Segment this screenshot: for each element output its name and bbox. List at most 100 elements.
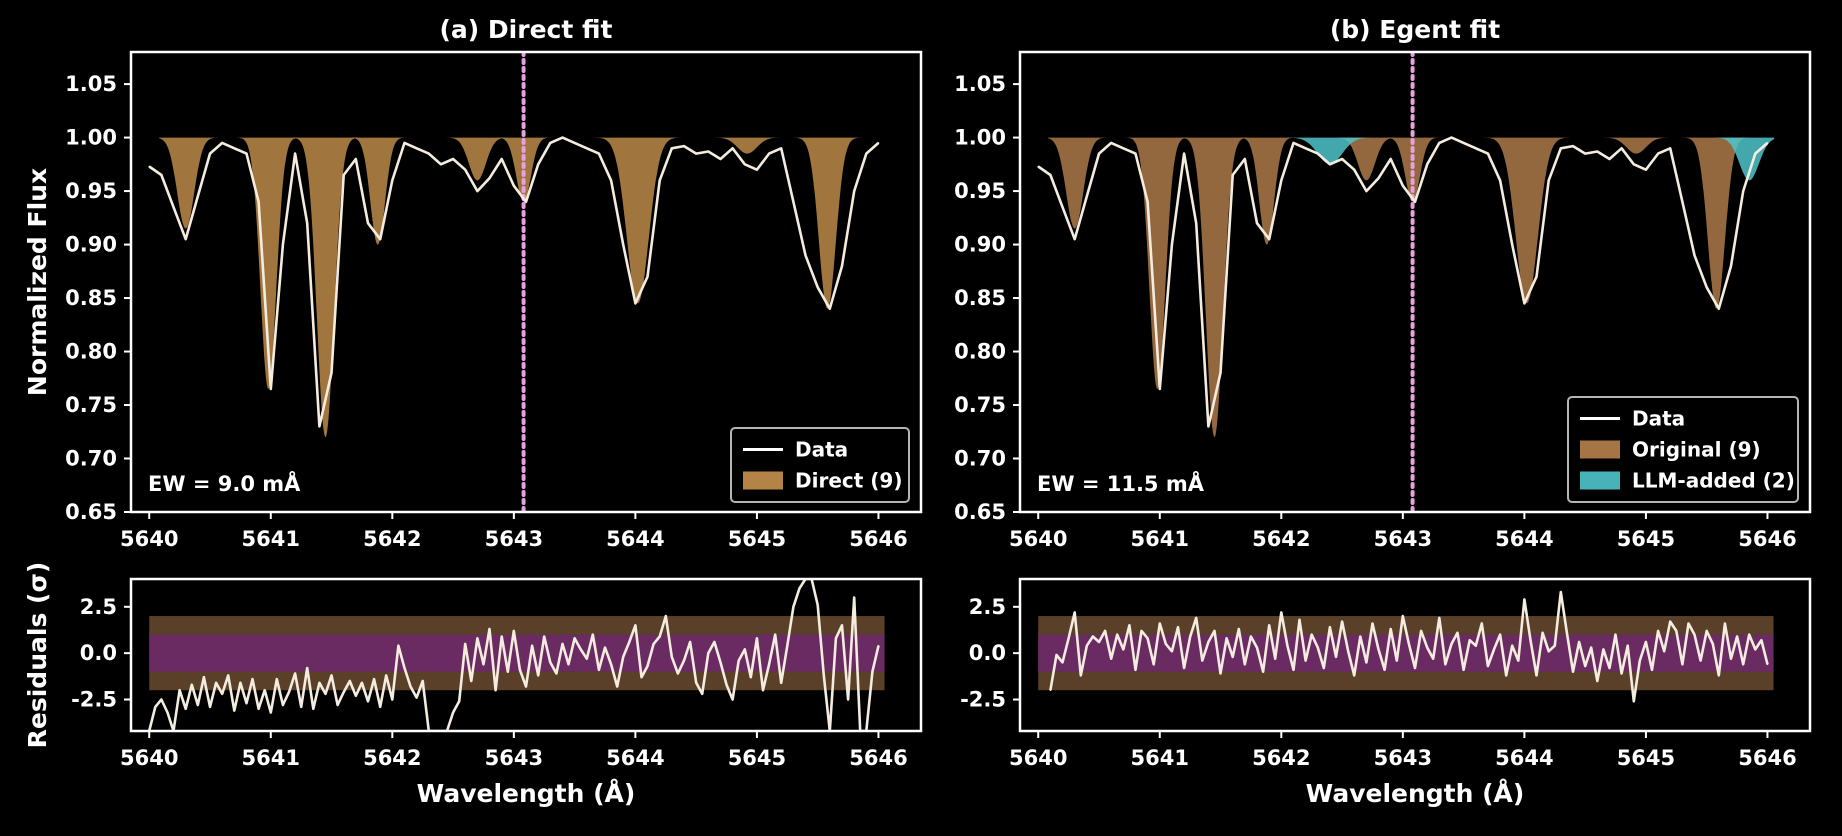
y-tick-label: 0.80 xyxy=(65,340,117,364)
data-point xyxy=(197,195,199,198)
data-point xyxy=(1104,630,1106,632)
data-point xyxy=(1742,190,1744,192)
data-point xyxy=(622,243,624,246)
data-point xyxy=(1098,152,1100,155)
data-point xyxy=(707,652,710,654)
data-point xyxy=(1705,630,1708,632)
x-axis-label: Wavelength (Å) xyxy=(417,779,636,808)
x-tick-label: 5644 xyxy=(1495,746,1553,770)
data-point xyxy=(1766,142,1769,144)
data-point xyxy=(148,165,150,168)
data-point xyxy=(1766,663,1769,666)
x-tick-label: 5642 xyxy=(363,527,421,551)
data-point xyxy=(263,689,266,691)
data-point xyxy=(1061,206,1064,208)
data-point xyxy=(1262,670,1264,673)
data-point xyxy=(1499,179,1501,182)
data-point xyxy=(671,147,673,150)
data-point xyxy=(464,643,467,645)
fit-component xyxy=(1047,137,1775,154)
data-point xyxy=(1712,643,1714,645)
data-point xyxy=(1669,620,1671,623)
data-point xyxy=(549,661,552,664)
data-point xyxy=(464,168,467,171)
data-point xyxy=(689,641,691,643)
data-point xyxy=(513,184,515,187)
data-point xyxy=(774,633,776,636)
data-point xyxy=(476,637,479,640)
data-point xyxy=(1529,639,1532,641)
data-point xyxy=(1663,650,1665,653)
data-point xyxy=(415,696,418,699)
data-point xyxy=(592,633,594,636)
data-point xyxy=(1535,275,1538,278)
fit-component xyxy=(158,137,886,154)
data-point xyxy=(1645,641,1647,643)
data-point xyxy=(1626,644,1629,647)
data-point xyxy=(640,676,643,678)
data-point xyxy=(342,174,345,176)
data-point xyxy=(1256,646,1258,649)
data-point xyxy=(586,147,588,150)
data-point xyxy=(1718,307,1720,310)
data-point xyxy=(877,644,880,647)
data-point xyxy=(1177,626,1179,628)
data-point xyxy=(1596,150,1599,153)
data-point xyxy=(792,606,795,608)
data-point xyxy=(573,637,576,640)
y-tick-label: 0.0 xyxy=(969,641,1006,665)
y-tick-label: 1.05 xyxy=(954,72,1006,96)
data-point xyxy=(184,708,187,710)
data-point xyxy=(519,669,521,671)
data-point xyxy=(719,661,722,664)
data-point xyxy=(579,648,582,651)
x-tick-label: 5643 xyxy=(1374,746,1432,770)
y-tick-label: -2.5 xyxy=(960,687,1006,711)
data-point xyxy=(197,704,199,706)
data-point xyxy=(270,711,272,714)
data-point xyxy=(233,147,236,150)
y-tick-label: 0.95 xyxy=(65,179,117,203)
data-point xyxy=(1608,158,1611,160)
data-point xyxy=(1310,633,1313,636)
data-point xyxy=(1742,663,1744,666)
y-tick-label: 0.70 xyxy=(65,447,117,471)
data-point xyxy=(1693,633,1696,636)
data-point xyxy=(1110,657,1112,660)
data-point xyxy=(1499,633,1501,636)
data-point xyxy=(677,672,679,675)
data-point xyxy=(1219,672,1222,675)
plot-area xyxy=(148,52,886,512)
y-tick-label: 1.05 xyxy=(65,72,117,96)
data-point xyxy=(294,672,296,675)
x-tick-label: 5645 xyxy=(728,746,786,770)
data-point xyxy=(853,596,855,599)
y-tick-label: 0.90 xyxy=(65,233,117,257)
data-point xyxy=(1140,630,1143,632)
data-point xyxy=(841,265,843,267)
data-point xyxy=(683,659,685,662)
data-point xyxy=(215,682,217,684)
data-point xyxy=(1049,689,1052,691)
panel-a-spectrum: 5640 5641 5642 5643 5644 5645 5646 0.65 0.70 0.75… xyxy=(23,15,923,551)
data-point xyxy=(245,702,248,704)
data-point xyxy=(1608,667,1611,669)
data-point xyxy=(1736,635,1738,638)
data-point xyxy=(1086,195,1088,198)
y-tick-label: 0.65 xyxy=(65,500,117,524)
data-point xyxy=(500,635,503,638)
plot-area xyxy=(1037,52,1775,512)
data-point xyxy=(373,678,375,680)
data-point xyxy=(737,659,740,662)
data-point xyxy=(1493,648,1495,651)
data-point xyxy=(1462,669,1465,671)
data-point xyxy=(1183,152,1185,155)
x-tick-label: 5642 xyxy=(363,746,421,770)
data-point xyxy=(1201,659,1204,662)
axes-frame xyxy=(129,577,923,733)
data-point xyxy=(409,685,412,688)
x-tick-label: 5643 xyxy=(485,746,543,770)
data-point xyxy=(178,689,181,691)
data-point xyxy=(1280,611,1283,614)
data-point xyxy=(877,142,880,144)
